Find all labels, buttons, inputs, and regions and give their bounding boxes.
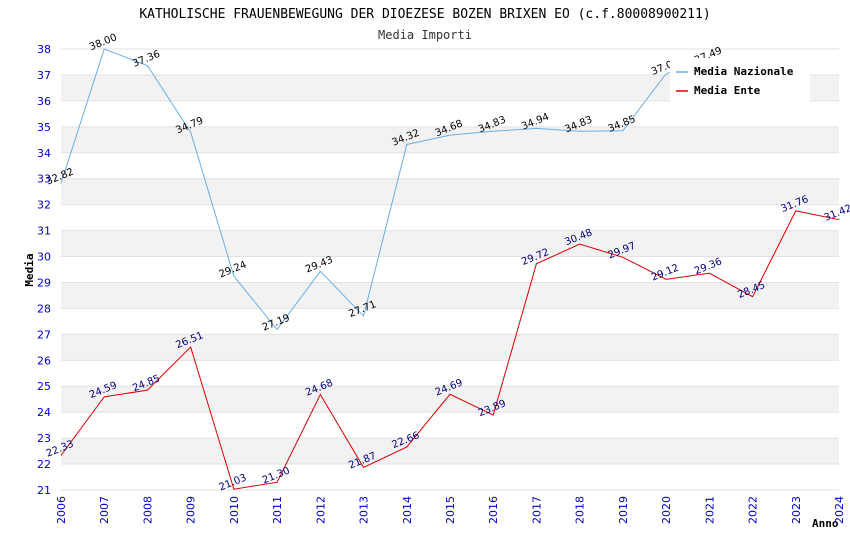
chart-title: KATHOLISCHE FRAUENBEWEGUNG DER DIOEZESE …	[139, 7, 710, 22]
x-tick-label: 2009	[185, 496, 198, 524]
y-tick-label: 22	[37, 458, 51, 471]
x-tick-label: 2013	[358, 496, 371, 524]
grid-band	[61, 386, 839, 413]
y-tick-label: 25	[37, 380, 51, 393]
x-tick-label: 2006	[55, 496, 68, 524]
y-tick-label: 37	[37, 69, 51, 82]
y-tick-label: 26	[37, 354, 51, 367]
x-tick-label: 2024	[833, 496, 846, 524]
y-tick-label: 34	[37, 147, 51, 160]
grid-bands	[61, 74, 839, 465]
legend: Media Nazionale Media Ente	[670, 58, 810, 102]
y-tick-label: 29	[37, 276, 51, 289]
x-tick-label: 2023	[790, 496, 803, 524]
y-tick-label: 32	[37, 199, 51, 212]
y-tick-label: 33	[37, 173, 51, 186]
y-tick-label: 21	[37, 484, 51, 497]
y-tick-labels: 21 22 23 24 25 26 27 28 29 30 31 32 33 34 35 36 37 38	[37, 43, 51, 497]
grid-band	[61, 178, 839, 205]
grid-band	[61, 230, 839, 257]
legend-label-media-ente: Media Ente	[694, 84, 761, 97]
x-tick-label: 2007	[98, 496, 111, 524]
x-tick-label: 2015	[444, 496, 457, 524]
x-tick-label: 2020	[660, 496, 673, 524]
x-tick-label: 2008	[141, 496, 154, 524]
x-tick-label: 2011	[271, 496, 284, 524]
grid-band	[61, 282, 839, 309]
y-tick-label: 27	[37, 328, 51, 341]
legend-box	[670, 58, 810, 102]
grid-band	[61, 126, 839, 153]
x-tick-label: 2010	[228, 496, 241, 524]
series-line-media-ente	[60, 210, 840, 490]
y-tick-label: 31	[37, 225, 51, 238]
x-tick-label: 2014	[401, 496, 414, 524]
grid-band	[61, 438, 839, 465]
series-lines	[60, 48, 840, 490]
y-axis-label: Media	[23, 253, 36, 286]
legend-label-media-nazionale: Media Nazionale	[694, 65, 794, 78]
x-tick-label: 2022	[747, 496, 760, 524]
x-axis-label: Anno	[812, 517, 839, 530]
gridlines	[61, 48, 839, 491]
x-tick-label: 2016	[487, 496, 500, 524]
y-tick-label: 35	[37, 121, 51, 134]
y-tick-label: 38	[37, 43, 51, 56]
series-line-media-nazionale	[60, 48, 710, 331]
x-tick-label: 2017	[530, 496, 543, 524]
y-tick-label: 30	[37, 251, 51, 264]
y-tick-label: 23	[37, 432, 51, 445]
x-tick-label: 2021	[703, 496, 716, 524]
chart-subtitle: Media Importi	[378, 28, 472, 42]
x-tick-label: 2012	[314, 496, 327, 524]
x-tick-label: 2018	[574, 496, 587, 524]
y-tick-label: 24	[37, 406, 51, 419]
x-tick-label: 2019	[617, 496, 630, 524]
y-tick-label: 36	[37, 95, 51, 108]
x-tick-labels: 2006 2007 2008 2009 2010 2011 2012 2013 2014 2015…	[55, 496, 846, 524]
y-tick-label: 28	[37, 302, 51, 315]
